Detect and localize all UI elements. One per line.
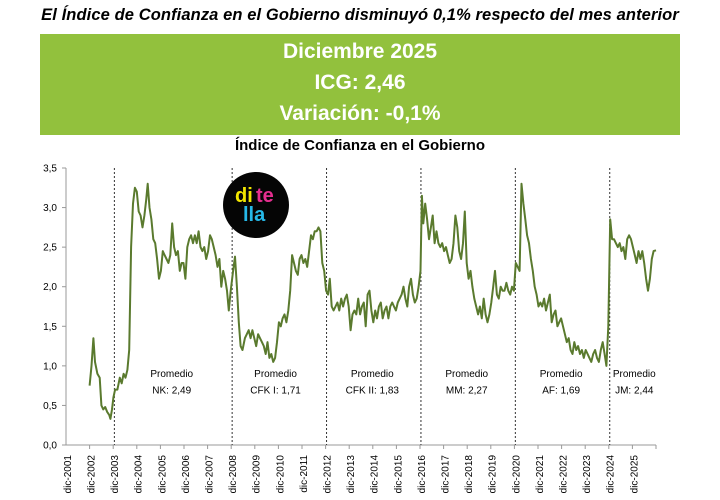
y-tick-label: 1,5 (43, 322, 57, 333)
y-tick-label: 2,0 (43, 282, 57, 293)
x-tick-label: dic-2007 (204, 455, 215, 494)
summary-banner: Diciembre 2025 ICG: 2,46 Variación: -0,1… (40, 34, 680, 135)
x-tick-label: dic-2022 (558, 455, 569, 494)
x-tick-label: dic-2002 (86, 455, 97, 494)
x-tick-label: dic-2012 (322, 455, 333, 494)
y-tick-label: 3,5 (43, 164, 57, 175)
chart-title: Índice de Confianza en el Gobierno (234, 137, 486, 154)
period-label: Promedio (254, 369, 297, 380)
x-tick-label: dic-2018 (464, 455, 475, 494)
series-line-icg (88, 182, 657, 420)
logo-text-te: te (256, 185, 274, 207)
banner-icg: ICG: 2,46 (314, 71, 406, 94)
y-tick-label: 0,5 (43, 401, 57, 412)
x-tick-label: dic-2017 (440, 455, 451, 494)
y-tick-label: 2,5 (43, 243, 57, 254)
x-tick-label: dic-2006 (181, 455, 192, 494)
x-tick-label: dic-2019 (488, 455, 499, 494)
x-tick-label: dic-2009 (252, 455, 263, 494)
x-tick-label: dic-2023 (582, 455, 593, 494)
y-tick-label: 0,0 (43, 441, 57, 452)
banner-month: Diciembre 2025 (282, 40, 438, 63)
logo-text-lla: lla (243, 204, 266, 226)
period-average: CFK I: 1,71 (250, 386, 301, 397)
x-tick-label: dic-2024 (606, 455, 617, 494)
period-label: Promedio (540, 369, 583, 380)
y-tick-label: 3,0 (43, 203, 57, 214)
period-label: Promedio (445, 369, 488, 380)
period-label: Promedio (351, 369, 394, 380)
x-tick-label: dic-2008 (228, 455, 239, 494)
x-tick-label: dic-2025 (629, 455, 640, 494)
x-tick-label: dic-2013 (346, 455, 357, 494)
x-tick-label: dic-2021 (535, 455, 546, 494)
line-chart: 0,0 0,5 1,0 1,5 2,0 2,5 3,0 3,5 dic-2001 dic-2002… (43, 164, 657, 494)
headline: El Índice de Confianza en el Gobierno di… (41, 6, 679, 24)
x-tick-label: dic-2005 (157, 455, 168, 494)
period-average: MM: 2,27 (446, 386, 488, 397)
ditella-logo: di te lla (223, 172, 289, 238)
period-average: NK: 2,49 (152, 386, 191, 397)
period-average: CFK II: 1,83 (346, 386, 400, 397)
x-tick-label: dic-2001 (63, 455, 74, 494)
logo-text-di: di (235, 185, 253, 207)
x-tick-label: dic-2016 (417, 455, 428, 494)
x-tick-label: dic-2011 (299, 455, 310, 493)
period-label: Promedio (613, 369, 656, 380)
x-tick-label: dic-2015 (393, 455, 404, 494)
y-tick-label: 1,0 (43, 361, 57, 372)
banner-variation: Variación: -0,1% (279, 102, 441, 125)
period-average: JM: 2,44 (615, 386, 654, 397)
period-average: AF: 1,69 (542, 386, 580, 397)
x-tick-label: dic-2003 (110, 455, 121, 494)
x-tick-label: dic-2020 (511, 455, 522, 494)
x-tick-label: dic-2004 (134, 455, 145, 494)
x-tick-label: dic-2014 (370, 455, 381, 494)
x-tick-label: dic-2010 (275, 455, 286, 494)
period-label: Promedio (150, 369, 193, 380)
